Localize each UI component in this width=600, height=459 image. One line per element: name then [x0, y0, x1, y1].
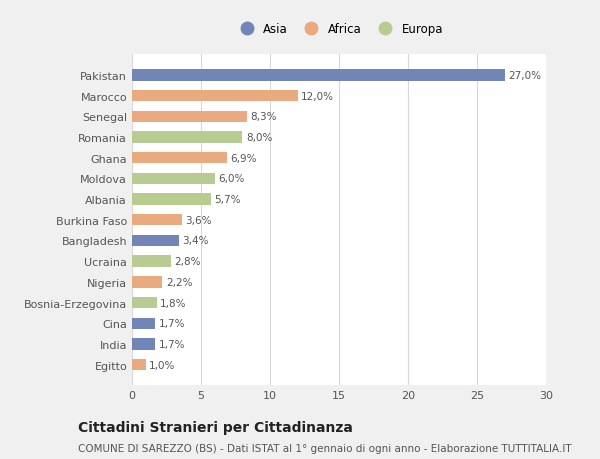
Bar: [132, 194, 211, 205]
Text: 1,7%: 1,7%: [159, 339, 185, 349]
Bar: [132, 70, 505, 81]
Bar: [132, 215, 182, 226]
Bar: [132, 91, 298, 102]
Text: 5,7%: 5,7%: [214, 195, 241, 205]
Text: 6,9%: 6,9%: [230, 153, 257, 163]
Text: 27,0%: 27,0%: [508, 71, 541, 81]
Bar: [132, 297, 157, 308]
Bar: [132, 359, 146, 370]
Text: 8,0%: 8,0%: [246, 133, 272, 143]
Bar: [132, 153, 227, 164]
Bar: [132, 132, 242, 143]
Text: 3,6%: 3,6%: [185, 215, 212, 225]
Text: 2,8%: 2,8%: [174, 257, 200, 267]
Legend: Asia, Africa, Europa: Asia, Africa, Europa: [230, 18, 448, 40]
Bar: [132, 112, 247, 123]
Text: 1,7%: 1,7%: [159, 319, 185, 329]
Bar: [132, 277, 163, 288]
Text: 1,8%: 1,8%: [160, 298, 187, 308]
Text: COMUNE DI SAREZZO (BS) - Dati ISTAT al 1° gennaio di ogni anno - Elaborazione TU: COMUNE DI SAREZZO (BS) - Dati ISTAT al 1…: [78, 443, 572, 453]
Text: 12,0%: 12,0%: [301, 91, 334, 101]
Bar: [132, 235, 179, 246]
Text: 8,3%: 8,3%: [250, 112, 277, 122]
Bar: [132, 256, 170, 267]
Text: 3,4%: 3,4%: [182, 236, 209, 246]
Bar: [132, 318, 155, 329]
Text: 1,0%: 1,0%: [149, 360, 176, 370]
Text: 6,0%: 6,0%: [218, 174, 245, 184]
Bar: [132, 174, 215, 185]
Bar: [132, 339, 155, 350]
Text: Cittadini Stranieri per Cittadinanza: Cittadini Stranieri per Cittadinanza: [78, 420, 353, 434]
Text: 2,2%: 2,2%: [166, 277, 193, 287]
